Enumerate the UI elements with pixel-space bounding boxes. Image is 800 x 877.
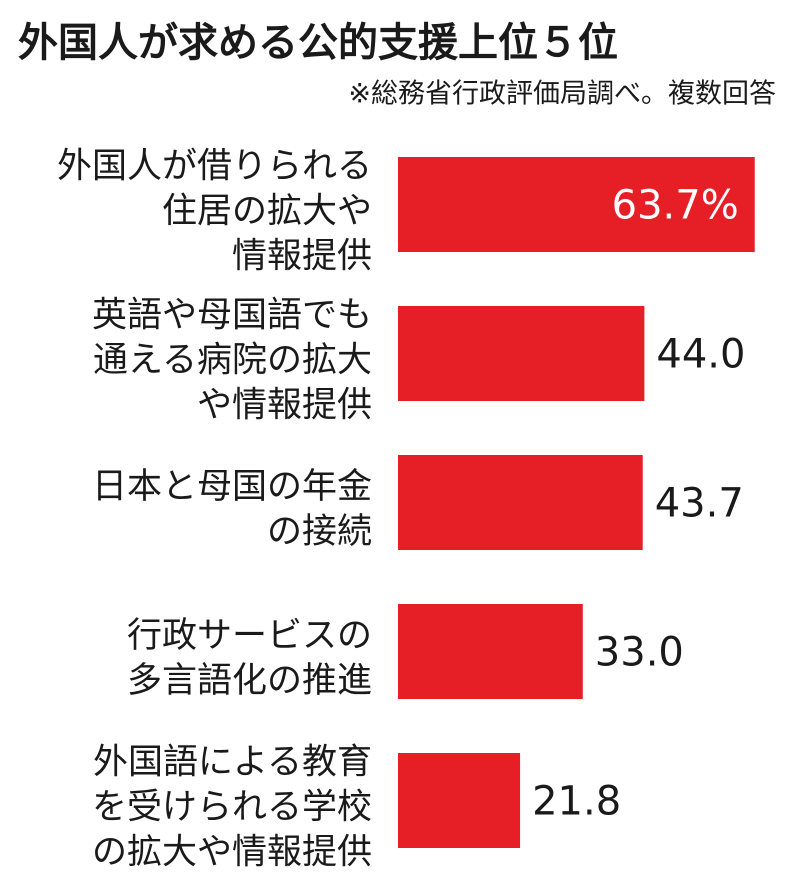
value-label: 44.0 (656, 332, 745, 378)
bar (398, 306, 645, 401)
category-label: 英語や母国語でも (92, 296, 372, 336)
category-label: 日本と母国の年金 (92, 467, 372, 507)
bar (398, 157, 755, 252)
value-label: 43.7 (655, 481, 744, 527)
chart-subtitle: ※総務省行政評価局調べ。複数回答 (348, 79, 776, 110)
category-label: 行政サービスの (127, 616, 372, 656)
category-label: 多言語化の推進 (127, 661, 372, 701)
bar (398, 455, 643, 550)
bar (398, 753, 521, 848)
category-label: の拡大や情報提供 (92, 833, 372, 873)
value-label: 33.0 (595, 630, 684, 676)
category-label: の接続 (267, 512, 372, 552)
category-label: を受けられる学校 (92, 788, 372, 828)
chart-title: 外国人が求める公的支援上位５位 (18, 20, 618, 66)
category-label: や情報提供 (197, 386, 372, 426)
category-label: 情報提供 (232, 237, 372, 277)
value-label: 21.8 (532, 779, 621, 825)
bar (398, 604, 583, 699)
category-label: 住居の拡大や (162, 192, 372, 232)
category-label: 通える病院の拡大 (93, 341, 372, 381)
category-label: 外国人が借りられる (57, 147, 372, 187)
category-label: 外国語による教育 (93, 743, 372, 783)
value-label: 63.7% (612, 183, 739, 229)
